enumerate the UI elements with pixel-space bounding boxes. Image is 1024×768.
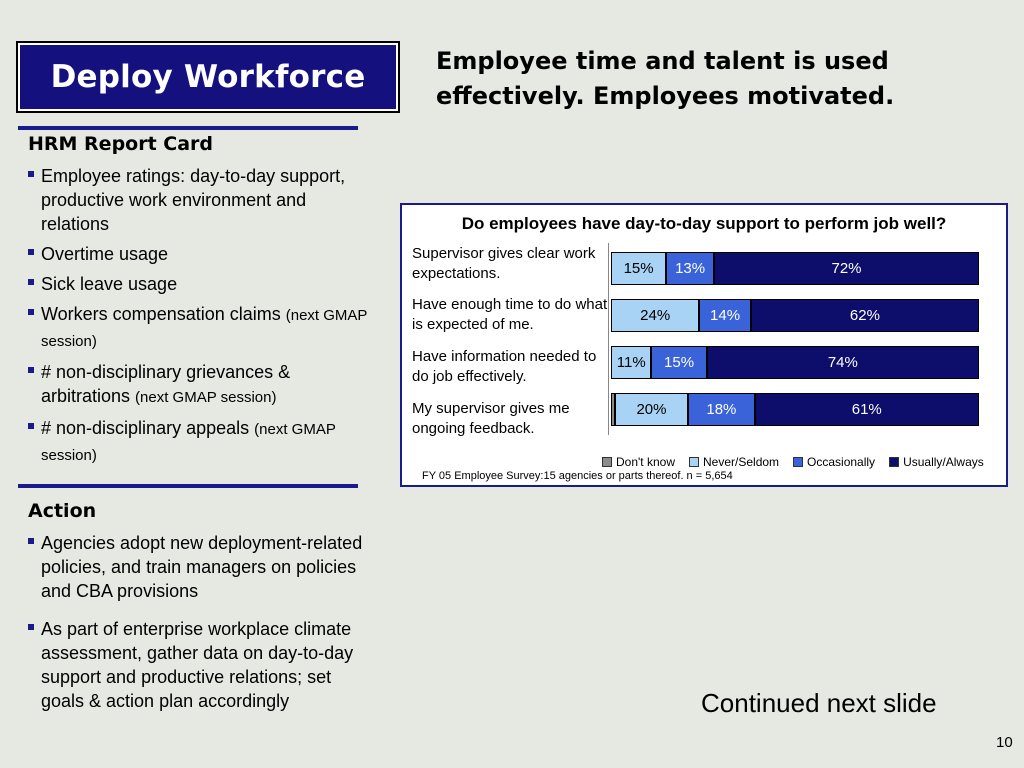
report-card-heading: HRM Report Card	[28, 133, 214, 155]
chart-footnote: FY 05 Employee Survey:15 agencies or par…	[422, 470, 733, 482]
action-list: Agencies adopt new deployment-related po…	[28, 531, 378, 719]
bar-segment: 72%	[714, 252, 979, 285]
report-card-item: Workers compensation claims (next GMAP s…	[28, 302, 378, 354]
bar-value-label: 62%	[849, 307, 880, 324]
bullet-icon	[28, 423, 34, 429]
bullet-icon	[28, 279, 34, 285]
continued-note: Continued next slide	[701, 688, 937, 718]
bullet-icon	[28, 249, 34, 255]
bar-segment: 14%	[699, 299, 751, 332]
slide-title-box: Deploy Workforce	[16, 41, 400, 113]
legend-item: Usually/Always	[889, 455, 984, 469]
bar-segment: 24%	[611, 299, 700, 332]
bar-value-label: 20%	[636, 401, 667, 418]
bar-value-label: 61%	[851, 401, 882, 418]
category-label: Have information needed to do job effect…	[412, 348, 597, 385]
bar-segment: 15%	[611, 252, 667, 285]
bar-segment: 11%	[611, 346, 652, 379]
headline: Employee time and talent is used effecti…	[436, 44, 1016, 114]
bar-value-label: 18%	[706, 401, 737, 418]
chart-panel: Do employees have day-to-day support to …	[400, 203, 1008, 487]
legend-item: Don't know	[602, 455, 675, 469]
chart-axis	[608, 243, 609, 435]
bar-segment: 15%	[651, 346, 707, 379]
category-label: My supervisor gives me ongoing feedback.	[412, 400, 570, 437]
report-card-item: Sick leave usage	[28, 272, 378, 296]
bar-segment	[611, 393, 615, 426]
report-card-item: # non-disciplinary grievances & arbitrat…	[28, 360, 378, 410]
legend-item: Never/Seldom	[689, 455, 779, 469]
bullet-icon	[28, 367, 34, 373]
section-rule-top	[18, 126, 358, 130]
bar-value-label: 13%	[675, 260, 706, 277]
report-card-item: # non-disciplinary appeals (next GMAP se…	[28, 416, 378, 468]
report-card-list: Employee ratings: day-to-day support, pr…	[28, 164, 378, 474]
bar-segment: 74%	[706, 346, 979, 379]
report-card-item: Overtime usage	[28, 242, 378, 266]
legend-swatch	[602, 457, 612, 467]
report-card-item: Employee ratings: day-to-day support, pr…	[28, 164, 378, 236]
action-item: As part of enterprise workplace climate …	[28, 617, 378, 713]
category-label: Supervisor gives clear work expectations…	[412, 245, 596, 282]
headline-line-2: effectively. Employees motivated.	[436, 82, 895, 110]
bar-value-label: 72%	[831, 260, 862, 277]
bar-value-label: 11%	[616, 354, 646, 371]
page-number: 10	[996, 734, 1013, 751]
bar-value-label: 74%	[827, 354, 858, 371]
bar-value-label: 15%	[623, 260, 654, 277]
bullet-icon	[28, 171, 34, 177]
chart-title: Do employees have day-to-day support to …	[461, 214, 947, 233]
bullet-icon	[28, 624, 34, 630]
section-rule-action	[18, 484, 358, 488]
legend-item: Occasionally	[793, 455, 875, 469]
slide-title: Deploy Workforce	[50, 59, 366, 95]
bar-segment: 62%	[750, 299, 979, 332]
legend-swatch	[689, 457, 699, 467]
bar-segment: 18%	[688, 393, 755, 426]
bar-segment: 61%	[754, 393, 979, 426]
headline-line-1: Employee time and talent is used	[436, 47, 889, 75]
bar-value-label: 14%	[710, 307, 741, 324]
bar-value-label: 24%	[640, 307, 671, 324]
bullet-icon	[28, 538, 34, 544]
action-heading: Action	[28, 500, 97, 522]
action-item: Agencies adopt new deployment-related po…	[28, 531, 378, 603]
category-label: Have enough time to do what is expected …	[412, 296, 608, 333]
bar-segment: 20%	[614, 393, 689, 426]
legend-swatch	[793, 457, 804, 467]
chart-legend: Don't know Never/Seldom Occasionally Usu…	[602, 455, 984, 469]
bar-segment: 13%	[666, 252, 715, 285]
bullet-icon	[28, 309, 34, 315]
bar-value-label: 15%	[664, 354, 695, 371]
legend-swatch	[889, 457, 900, 467]
